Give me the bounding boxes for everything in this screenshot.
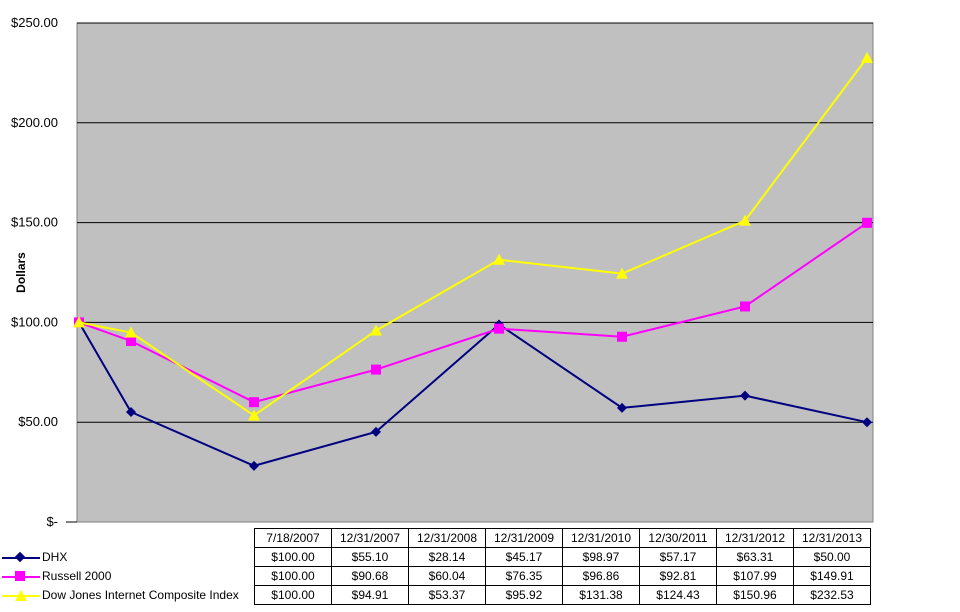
table-cell: $98.97 xyxy=(562,547,640,567)
table-corner xyxy=(0,529,255,548)
data-point xyxy=(249,460,259,471)
y-tick-label: $50.00 xyxy=(18,414,58,429)
data-point xyxy=(249,397,259,408)
legend-label: Russell 2000 xyxy=(42,569,112,583)
x-category-label: 12/31/2008 xyxy=(408,528,486,548)
y-axis-label: Dollars xyxy=(14,252,28,293)
data-point xyxy=(126,407,136,418)
y-tick-label: $250.00 xyxy=(11,15,58,30)
table-cell: $96.86 xyxy=(562,566,640,586)
legend-label: DHX xyxy=(42,550,68,564)
x-category-label: 12/31/2012 xyxy=(716,528,794,548)
data-point xyxy=(861,51,873,63)
data-point xyxy=(126,336,136,347)
data-point xyxy=(617,331,627,342)
data-point xyxy=(371,426,381,437)
table-cell: $149.91 xyxy=(793,566,871,586)
table-cell: $100.00 xyxy=(254,547,332,567)
table-cell: $76.35 xyxy=(485,566,563,586)
x-category-label: 12/31/2013 xyxy=(793,528,871,548)
series-line-1 xyxy=(78,221,868,404)
data-point xyxy=(616,267,628,279)
table-cell: $63.31 xyxy=(716,547,794,567)
data-point xyxy=(494,323,504,334)
legend-entry: Russell 2000 xyxy=(0,567,255,586)
data-point xyxy=(73,316,85,328)
table-cell: $90.68 xyxy=(331,566,409,586)
series-line-0 xyxy=(78,321,868,467)
y-axis-ticks: $- $50.00 $100.00 $150.00 $200.00 $250.00 xyxy=(11,15,77,528)
data-point xyxy=(740,390,750,401)
y-tick-label: $150.00 xyxy=(11,215,58,230)
data-table: 7/18/2007 12/31/2007 12/31/2008 12/31/2009 1… xyxy=(0,528,871,605)
table-cell: $53.37 xyxy=(408,585,486,605)
table-cell: $95.92 xyxy=(485,585,563,605)
y-tick-label: $200.00 xyxy=(11,115,58,130)
y-tick-label: $100.00 xyxy=(11,314,58,329)
x-category-label: 12/30/2011 xyxy=(639,528,717,548)
diamond-icon xyxy=(2,551,40,564)
table-cell: $124.43 xyxy=(639,585,717,605)
data-point xyxy=(862,417,872,428)
table-cell: $55.10 xyxy=(331,547,409,567)
triangle-icon xyxy=(2,589,40,602)
table-cell: $28.14 xyxy=(408,547,486,567)
table-cell: $100.00 xyxy=(254,585,332,605)
table-cell: $131.38 xyxy=(562,585,640,605)
series-line-2 xyxy=(78,57,868,417)
data-point xyxy=(493,253,505,265)
x-category-label: 12/31/2007 xyxy=(331,528,409,548)
table-cell: $60.04 xyxy=(408,566,486,586)
table-cell: $232.53 xyxy=(793,585,871,605)
x-category-label: 12/31/2010 xyxy=(562,528,640,548)
line-chart: $- $50.00 $100.00 $150.00 $200.00 $250.00 Dol… xyxy=(11,15,874,528)
data-point xyxy=(862,217,872,228)
table-row: DHX $100.00 $55.10 $28.14 $45.17 $98.97 $57.17… xyxy=(0,547,871,567)
table-cell: $45.17 xyxy=(485,547,563,567)
legend-label: Dow Jones Internet Composite Index xyxy=(42,588,239,602)
data-point xyxy=(125,326,137,338)
data-point xyxy=(370,324,382,336)
data-point xyxy=(739,214,751,226)
square-icon xyxy=(2,570,40,583)
series-group xyxy=(73,51,873,471)
y-tick-label: $- xyxy=(46,514,58,528)
data-point xyxy=(740,301,750,312)
table-cell: $94.91 xyxy=(331,585,409,605)
table-cell: $92.81 xyxy=(639,566,717,586)
table-cell: $150.96 xyxy=(716,585,794,605)
table-cell: $50.00 xyxy=(793,547,871,567)
data-point xyxy=(617,402,627,413)
legend-entry: DHX xyxy=(0,548,255,567)
grid-lines xyxy=(77,22,873,423)
x-category-label: 12/31/2009 xyxy=(485,528,563,548)
table-cell: $100.00 xyxy=(254,566,332,586)
table-row: Dow Jones Internet Composite Index $100.0… xyxy=(0,585,871,605)
table-row: Russell 2000 $100.00 $90.68 $60.04 $76.35 $96… xyxy=(0,566,871,586)
table-cell: $57.17 xyxy=(639,547,717,567)
data-point xyxy=(248,409,260,421)
table-cell: $107.99 xyxy=(716,566,794,586)
x-category-label: 7/18/2007 xyxy=(254,528,332,548)
legend-entry: Dow Jones Internet Composite Index xyxy=(0,586,255,605)
data-point xyxy=(371,364,381,375)
